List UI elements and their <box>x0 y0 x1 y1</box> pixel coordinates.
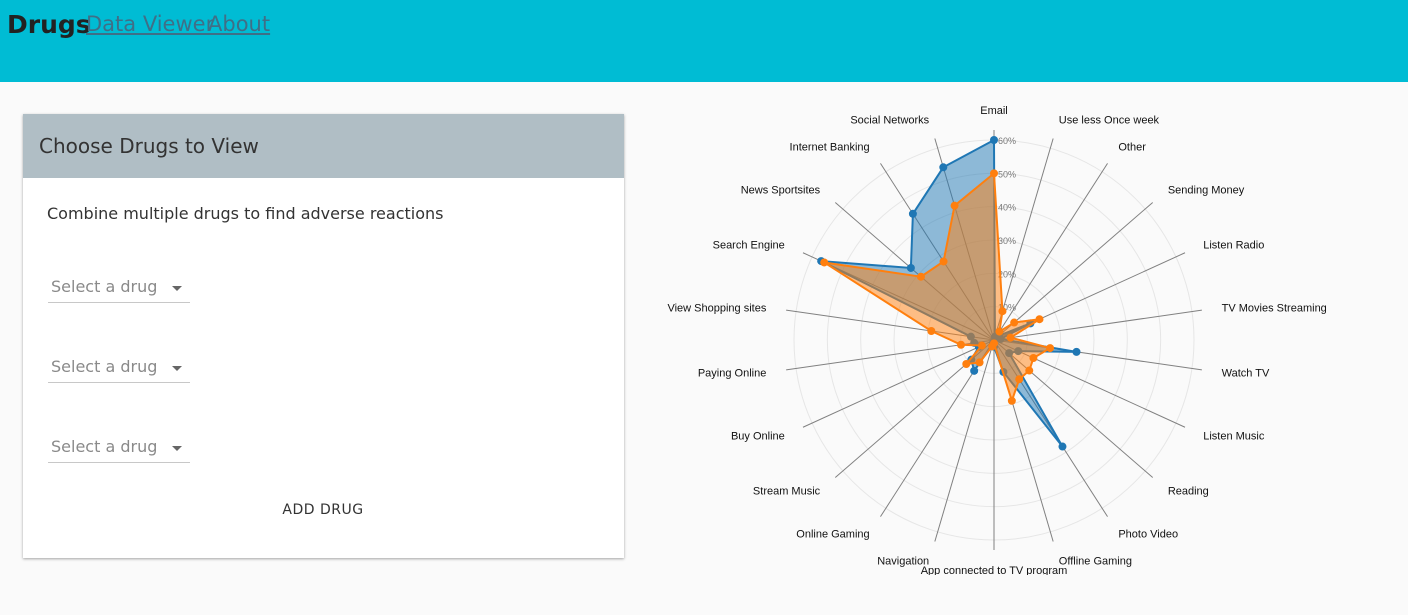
nav-link-data-viewer[interactable]: Data Viewer <box>86 12 215 36</box>
radar-axis-label: Online Gaming <box>796 528 869 540</box>
radar-axis-label: View Shopping sites <box>667 302 766 314</box>
radar-axis-label: Listen Music <box>1203 431 1265 443</box>
radar-data-point <box>1006 333 1015 342</box>
radar-axis-label: Use less Once week <box>1059 114 1160 126</box>
radar-tick-label: 30% <box>998 236 1016 246</box>
radar-data-point <box>1046 344 1055 353</box>
radar-data-point <box>908 209 917 218</box>
radar-axis-label: Listen Radio <box>1203 239 1264 251</box>
top-app-bar: Drugs Data Viewer About <box>0 0 1408 82</box>
drug-select-2[interactable]: Select a drug <box>48 352 190 383</box>
radar-axis-line <box>993 309 1202 341</box>
app-title: Drugs <box>7 10 91 39</box>
radar-data-point <box>1007 396 1016 405</box>
radar-data-point <box>995 327 1004 336</box>
radar-data-point <box>939 257 948 266</box>
dropdown-arrow-icon <box>172 286 182 291</box>
radar-axis-label: Search Engine <box>713 239 785 251</box>
radar-axis-line <box>934 339 995 542</box>
radar-data-point <box>990 169 998 178</box>
radar-axis-label: Offline Gaming <box>1059 556 1132 568</box>
dropdown-arrow-icon <box>172 366 182 371</box>
radar-data-point <box>1010 318 1019 327</box>
radar-data-point <box>1029 354 1038 363</box>
nav-link-about[interactable]: About <box>208 12 271 36</box>
drug-selection-panel: Choose Drugs to View Combine multiple dr… <box>23 114 624 558</box>
radar-data-point <box>970 366 979 375</box>
panel-title: Choose Drugs to View <box>39 134 259 158</box>
radar-data-point <box>939 163 948 172</box>
radar-axis-line <box>802 339 995 428</box>
drug-select-placeholder: Select a drug <box>51 437 158 456</box>
radar-data-point <box>1072 347 1081 356</box>
radar-axis-label: Photo Video <box>1118 528 1178 540</box>
radar-axis-label: Internet Banking <box>790 142 870 154</box>
radar-tick-label: 10% <box>998 303 1016 313</box>
radar-data-point <box>820 258 829 267</box>
radar-tick-label: 60% <box>998 136 1016 146</box>
drug-select-3[interactable]: Select a drug <box>48 432 190 463</box>
radar-data-point <box>957 340 966 349</box>
radar-axis-label: Stream Music <box>753 486 821 498</box>
radar-data-point <box>916 272 925 281</box>
radar-chart: Email Use less Once week Other Sending Mone… <box>667 105 1327 575</box>
radar-data-point <box>990 136 998 144</box>
drug-select-placeholder: Select a drug <box>51 357 158 376</box>
radar-data-point <box>988 342 997 351</box>
radar-data-point <box>962 360 971 369</box>
drug-select-placeholder: Select a drug <box>51 277 158 296</box>
radar-data-point <box>975 358 984 367</box>
radar-data-point <box>1015 375 1024 384</box>
radar-tick-label: 20% <box>998 269 1016 279</box>
radar-data-point <box>998 307 1007 316</box>
drug-select-1[interactable]: Select a drug <box>48 272 190 303</box>
radar-tick-label: 40% <box>998 203 1016 213</box>
radar-axis-label: Paying Online <box>698 368 767 380</box>
radar-axis-line <box>993 202 1154 341</box>
radar-data-point <box>1058 442 1067 451</box>
radar-axis-label: Email <box>980 105 1008 117</box>
radar-axis-label: Social Networks <box>850 114 929 126</box>
radar-tick-label: 50% <box>998 169 1016 179</box>
radar-data-point <box>1025 366 1034 375</box>
radar-axis-line <box>993 138 1054 341</box>
radar-axis-label: Other <box>1118 142 1146 154</box>
radar-data-point <box>927 326 936 335</box>
add-drug-button[interactable]: ADD DRUG <box>282 502 364 518</box>
radar-axis-label: TV Movies Streaming <box>1222 302 1327 314</box>
radar-axis-label: Sending Money <box>1168 184 1245 196</box>
dropdown-arrow-icon <box>172 446 182 451</box>
radar-data-point <box>906 263 915 272</box>
radar-data-point <box>977 341 986 350</box>
radar-axis-label: App connected to TV program <box>921 565 1068 575</box>
radar-axis-label: Navigation <box>877 556 929 568</box>
panel-header: Choose Drugs to View <box>23 114 624 178</box>
radar-axis-label: Reading <box>1168 486 1209 498</box>
radar-data-point <box>1035 315 1044 324</box>
radar-data-point <box>950 201 959 210</box>
radar-axis-label: Watch TV <box>1222 368 1270 380</box>
radar-axis-label: Buy Online <box>731 431 785 443</box>
panel-subtitle: Combine multiple drugs to find adverse r… <box>47 204 444 223</box>
radar-axis-label: News Sportsites <box>741 184 821 196</box>
radar-axis-line <box>993 163 1108 341</box>
